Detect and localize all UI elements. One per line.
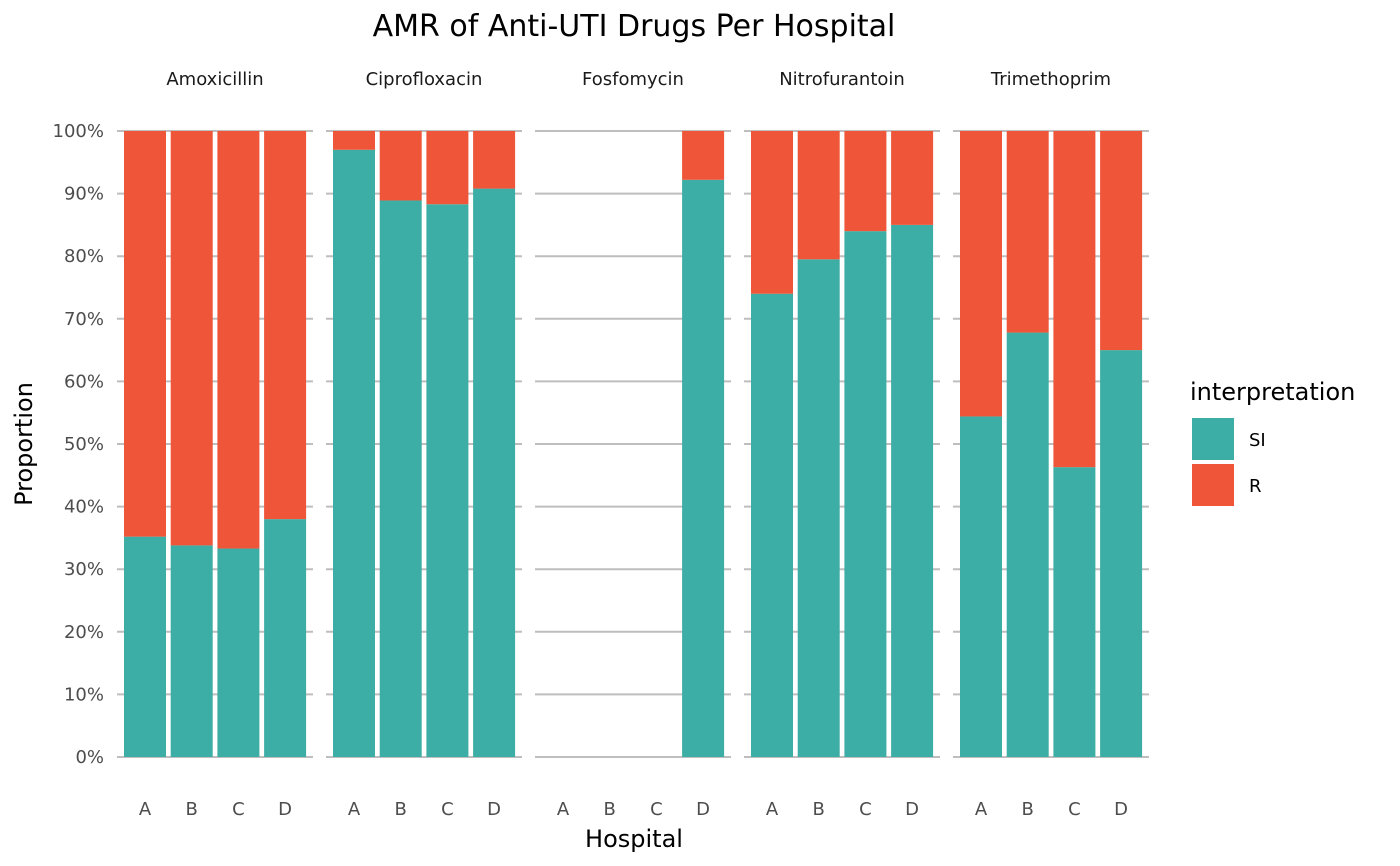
bar-r-amoxicillin-a xyxy=(124,131,166,537)
bar-r-amoxicillin-d xyxy=(264,131,307,520)
y-tick-label: 70% xyxy=(64,309,104,330)
x-tick-label: C xyxy=(232,799,245,820)
x-tick-label: A xyxy=(557,799,570,820)
bar-r-ciprofloxacin-c xyxy=(426,131,469,205)
y-tick-label: 50% xyxy=(64,434,104,455)
facet-label: Trimethoprim xyxy=(990,69,1111,90)
bar-r-nitrofurantoin-c xyxy=(844,131,887,232)
facet-label: Fosfomycin xyxy=(582,69,684,90)
facet-label: Amoxicillin xyxy=(166,69,263,90)
bar-r-amoxicillin-b xyxy=(170,131,213,546)
facet-label: Ciprofloxacin xyxy=(366,69,483,90)
x-tick-label: C xyxy=(650,799,663,820)
bar-si-amoxicillin-b xyxy=(170,545,213,757)
bar-r-fosfomycin-d xyxy=(682,131,725,180)
x-tick-label: A xyxy=(348,799,361,820)
bar-si-ciprofloxacin-d xyxy=(473,188,516,758)
y-axis-ticks: 0% 10% 20% 30% 40% 50% 60% 70% 80% 90% 100% xyxy=(53,121,104,768)
y-tick-label: 30% xyxy=(64,559,104,580)
y-tick-label: 10% xyxy=(64,684,104,705)
y-tick-label: 100% xyxy=(53,121,104,142)
x-tick-label: A xyxy=(766,799,779,820)
bar-r-trimethoprim-d xyxy=(1100,131,1143,351)
y-tick-label: 0% xyxy=(75,747,104,768)
bar-r-nitrofurantoin-b xyxy=(797,131,840,260)
x-tick-label: D xyxy=(905,799,919,820)
x-axis-title: Hospital xyxy=(585,825,683,853)
bar-si-nitrofurantoin-c xyxy=(844,231,887,757)
bar-r-trimethoprim-b xyxy=(1006,131,1049,333)
bar-si-amoxicillin-a xyxy=(124,536,166,757)
chart-title: AMR of Anti-UTI Drugs Per Hospital xyxy=(373,9,896,44)
x-tick-label: B xyxy=(395,799,407,820)
bar-si-trimethoprim-d xyxy=(1100,350,1143,757)
legend-title: interpretation xyxy=(1190,378,1355,406)
bars-layer xyxy=(124,131,1143,758)
y-axis-title: Proportion xyxy=(10,382,38,506)
bar-si-ciprofloxacin-b xyxy=(379,200,422,758)
legend-label-si: SI xyxy=(1249,430,1266,451)
x-tick-label: B xyxy=(186,799,198,820)
x-tick-label: C xyxy=(441,799,454,820)
bar-r-ciprofloxacin-d xyxy=(473,131,516,189)
legend-swatch-si xyxy=(1192,418,1234,460)
bar-r-ciprofloxacin-b xyxy=(379,131,422,201)
bar-si-amoxicillin-c xyxy=(217,548,260,757)
x-tick-label: D xyxy=(1114,799,1128,820)
bar-si-trimethoprim-a xyxy=(960,416,1002,757)
y-tick-label: 80% xyxy=(64,246,104,267)
x-tick-label: A xyxy=(975,799,988,820)
bar-si-amoxicillin-d xyxy=(264,519,307,757)
bar-si-fosfomycin-d xyxy=(682,179,725,757)
x-tick-label: A xyxy=(139,799,152,820)
bar-r-ciprofloxacin-a xyxy=(333,131,375,150)
bar-r-trimethoprim-c xyxy=(1053,131,1096,468)
x-tick-label: B xyxy=(1022,799,1034,820)
y-tick-label: 90% xyxy=(64,184,104,205)
x-tick-label: B xyxy=(604,799,616,820)
x-tick-label: C xyxy=(859,799,872,820)
bar-si-trimethoprim-b xyxy=(1006,332,1049,757)
x-tick-label: D xyxy=(278,799,292,820)
bar-si-nitrofurantoin-b xyxy=(797,259,840,757)
bar-si-ciprofloxacin-c xyxy=(426,204,469,757)
x-tick-label: B xyxy=(813,799,825,820)
legend: interpretation SI R xyxy=(1190,378,1355,506)
x-tick-label: D xyxy=(696,799,710,820)
facet-label: Nitrofurantoin xyxy=(779,69,905,90)
facet-labels: Amoxicillin Ciprofloxacin Fosfomycin Nitrof… xyxy=(166,69,1111,90)
bar-si-nitrofurantoin-a xyxy=(751,293,793,757)
bar-r-trimethoprim-a xyxy=(960,131,1002,417)
y-tick-label: 40% xyxy=(64,497,104,518)
y-tick-label: 20% xyxy=(64,622,104,643)
x-tick-label: C xyxy=(1068,799,1081,820)
x-tick-label: D xyxy=(487,799,501,820)
bar-r-nitrofurantoin-a xyxy=(751,131,793,294)
bar-r-amoxicillin-c xyxy=(217,131,260,549)
legend-label-r: R xyxy=(1249,476,1262,497)
bar-si-ciprofloxacin-a xyxy=(333,149,375,757)
bar-r-nitrofurantoin-d xyxy=(891,131,934,225)
legend-swatch-r xyxy=(1192,464,1234,506)
bar-si-trimethoprim-c xyxy=(1053,467,1096,757)
bar-si-nitrofurantoin-d xyxy=(891,224,934,757)
y-tick-label: 60% xyxy=(64,371,104,392)
